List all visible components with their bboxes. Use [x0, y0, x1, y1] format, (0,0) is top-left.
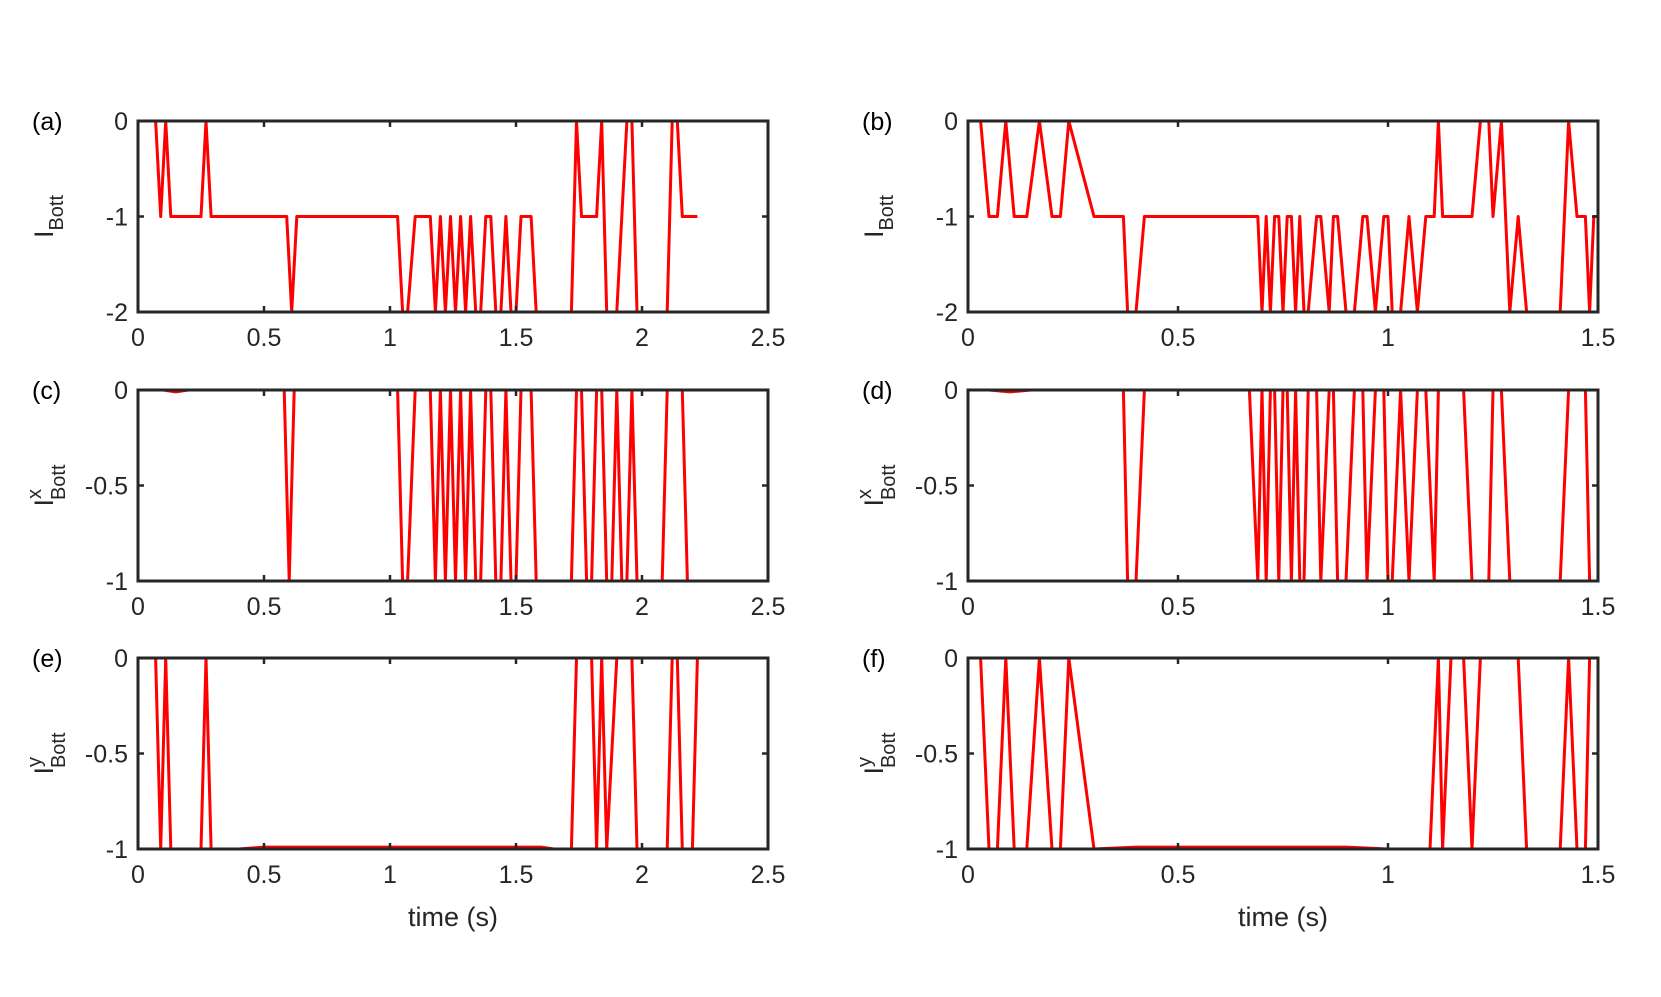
y-tick-label-d: 0	[944, 377, 958, 405]
x-tick-label-c: 2.5	[751, 593, 786, 621]
series-line-c	[138, 388, 698, 583]
x-tick-label-a: 1.5	[499, 324, 534, 352]
x-tick-label-f: 0.5	[1161, 861, 1196, 889]
x-axis-title-f: time (s)	[1238, 902, 1328, 932]
x-tick-label-e: 2	[635, 861, 649, 889]
y-tick-label-f: 0	[944, 645, 958, 673]
x-tick-label-d: 1	[1381, 593, 1395, 621]
x-tick-label-f: 1.5	[1581, 861, 1616, 889]
y-tick-label-b: -1	[936, 204, 958, 232]
panel-label-c: (c)	[32, 377, 61, 405]
x-tick-label-c: 0	[131, 593, 145, 621]
y-axis-title-main: I	[859, 231, 889, 239]
y-tick-label-c: 0	[114, 377, 128, 405]
y-axis-title-sub: Bott	[878, 732, 900, 768]
y-axis-title-sup: y	[24, 757, 46, 767]
y-axis-title-a: IBott	[29, 195, 68, 239]
series-line-f	[968, 656, 1598, 851]
x-tick-label-f: 0	[961, 861, 975, 889]
x-tick-label-b: 0	[961, 324, 975, 352]
y-tick-label-e: -1	[106, 836, 128, 864]
x-tick-label-e: 2.5	[751, 861, 786, 889]
x-tick-label-a: 1	[383, 324, 397, 352]
x-tick-label-e: 1	[383, 861, 397, 889]
y-axis-title-e: Iy Bott	[24, 732, 70, 775]
y-tick-label-f: -1	[936, 836, 958, 864]
panel-label-e: (e)	[32, 645, 63, 673]
y-axis-title-sup: x	[24, 489, 46, 499]
panel-e: 0 0.5 1 1.5 2 2.5 -1 -0.5 0 (e) Iy Bott time (s)	[24, 645, 785, 932]
y-tick-label-e: -0.5	[85, 741, 128, 769]
x-axis-title-e: time (s)	[408, 902, 498, 932]
x-tick-label-e: 0.5	[247, 861, 282, 889]
y-tick-label-b: 0	[944, 108, 958, 136]
x-tick-label-a: 0.5	[247, 324, 282, 352]
y-axis-title-main: I	[29, 231, 59, 239]
y-axis-title-sup: x	[854, 489, 876, 499]
x-tick-label-b: 1.5	[1581, 324, 1616, 352]
panel-label-d: (d)	[862, 377, 893, 405]
series-line-b	[968, 119, 1598, 314]
y-tick-label-d: -0.5	[915, 473, 958, 501]
panel-d: 0 0.5 1 1.5 -1 -0.5 0 (d) Ix Bott	[854, 377, 1615, 621]
x-tick-label-c: 1.5	[499, 593, 534, 621]
series-line-d	[968, 388, 1598, 583]
y-axis-title-main: I	[859, 499, 889, 507]
y-axis-title-sub: Bott	[46, 195, 68, 231]
y-axis-title-main: I	[859, 767, 889, 775]
y-axis-title-sub: Bott	[48, 732, 70, 768]
x-tick-label-d: 0.5	[1161, 593, 1196, 621]
y-axis-title-f: Iy Bott	[854, 732, 900, 775]
y-axis-title-c: Ix Bott	[24, 464, 70, 507]
panel-a: 0 0.5 1 1.5 2 2.5 -2 -1 0 (a) IBott	[29, 108, 785, 352]
x-tick-label-d: 1.5	[1581, 593, 1616, 621]
y-axis-title-sub: Bott	[876, 195, 898, 231]
x-tick-label-c: 2	[635, 593, 649, 621]
y-tick-label-a: -1	[106, 204, 128, 232]
y-tick-label-c: -1	[106, 568, 128, 596]
y-tick-label-e: 0	[114, 645, 128, 673]
x-tick-label-c: 1	[383, 593, 397, 621]
x-tick-label-a: 2	[635, 324, 649, 352]
x-tick-label-b: 1	[1381, 324, 1395, 352]
x-tick-label-b: 0.5	[1161, 324, 1196, 352]
x-tick-label-e: 1.5	[499, 861, 534, 889]
panel-label-b: (b)	[862, 108, 893, 136]
x-tick-label-f: 1	[1381, 861, 1395, 889]
y-tick-label-c: -0.5	[85, 473, 128, 501]
panel-label-f: (f)	[862, 645, 886, 673]
panel-label-a: (a)	[32, 108, 63, 136]
x-tick-label-a: 0	[131, 324, 145, 352]
x-tick-label-a: 2.5	[751, 324, 786, 352]
x-tick-label-e: 0	[131, 861, 145, 889]
series-line-e	[138, 656, 699, 851]
panel-b: 0 0.5 1 1.5 -2 -1 0 (b) IBott	[859, 108, 1615, 352]
x-tick-label-c: 0.5	[247, 593, 282, 621]
series-line-a	[138, 119, 698, 314]
panel-f: 0 0.5 1 1.5 -1 -0.5 0 (f) Iy Bott time (s)	[854, 645, 1615, 932]
panel-c: 0 0.5 1 1.5 2 2.5 -1 -0.5 0 (c) Ix Bott	[24, 377, 785, 621]
y-axis-title-b: IBott	[859, 195, 898, 239]
y-tick-label-b: -2	[936, 299, 958, 327]
y-axis-title-main: I	[29, 499, 59, 507]
y-tick-label-d: -1	[936, 568, 958, 596]
y-tick-label-a: 0	[114, 108, 128, 136]
y-tick-label-f: -0.5	[915, 741, 958, 769]
y-axis-title-sub: Bott	[48, 464, 70, 500]
x-tick-label-d: 0	[961, 593, 975, 621]
y-tick-label-a: -2	[106, 299, 128, 327]
y-axis-title-sub: Bott	[878, 464, 900, 500]
y-axis-title-d: Ix Bott	[854, 464, 900, 507]
axes-frame-e	[136, 656, 770, 851]
y-axis-title-sup: y	[854, 757, 876, 767]
y-axis-title-main: I	[29, 767, 59, 775]
